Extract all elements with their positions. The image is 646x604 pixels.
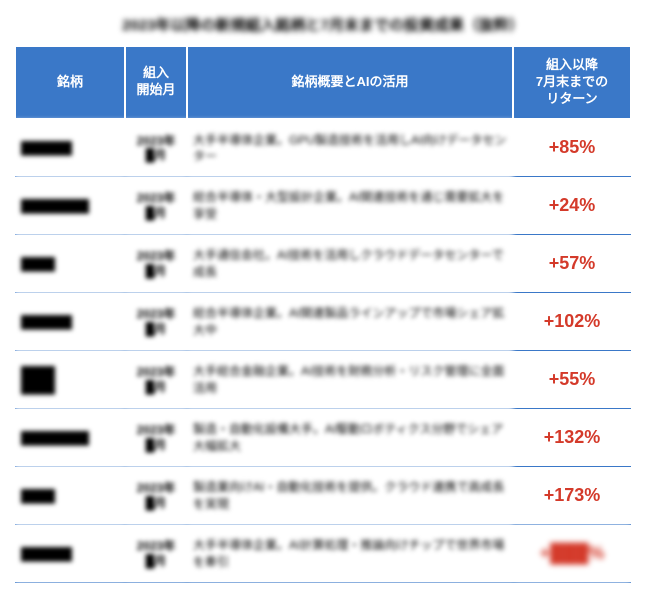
cell-desc: 大手半導体企業。GPU製造技術を活用しAI向けデータセンター [187,119,513,177]
cell-name: ████████ [15,351,125,409]
cell-desc: 製造業向けAI・自動化技術を提供。クラウド連携で高成長を実現 [187,467,513,525]
cell-name: ██████ [15,293,125,351]
table-row: ████████2023年█月大手総合金融企業。AI技術を財務分析・リスク管理に… [15,351,631,409]
cell-month: 2023年█月 [125,235,187,293]
cell-return: +102% [513,293,631,351]
header-return: 組入以降7月末までのリターン [513,46,631,119]
cell-name: ████ [15,235,125,293]
cell-month: 2023年█月 [125,467,187,525]
cell-return: +173% [513,467,631,525]
cell-month: 2023年█月 [125,525,187,583]
table-row: ████2023年█月大手通信会社。AI技術を活用しクラウドデータセンターで成長… [15,235,631,293]
holdings-table: 銘柄 組入開始月 銘柄概要とAIの活用 組入以降7月末までのリターン █████… [14,45,632,583]
cell-return: +132% [513,409,631,467]
cell-name: ██████ [15,119,125,177]
table-row: ██████2023年█月総合半導体企業。AI関連製品ラインアップで市場シェア拡… [15,293,631,351]
cell-desc: 総合半導体企業。AI関連製品ラインアップで市場シェア拡大中 [187,293,513,351]
cell-return: +57% [513,235,631,293]
cell-desc: 大手通信会社。AI技術を活用しクラウドデータセンターで成長 [187,235,513,293]
header-month: 組入開始月 [125,46,187,119]
cell-return: +55% [513,351,631,409]
cell-desc: 大手総合金融企業。AI技術を財務分析・リスク管理に全面活用 [187,351,513,409]
table-row: ██████2023年█月大手半導体企業。AI計算処理・推論向けチップで世界市場… [15,525,631,583]
cell-name: ████ [15,467,125,525]
cell-desc: 製造・自動化設備大手。AI駆動ロボティクス分野でシェア大幅拡大 [187,409,513,467]
cell-desc: 大手半導体企業。AI計算処理・推論向けチップで世界市場を牽引 [187,525,513,583]
table-row: ██████2023年█月大手半導体企業。GPU製造技術を活用しAI向けデータセ… [15,119,631,177]
cell-name: ██████ [15,525,125,583]
table-title: 2023年以降の新規組入銘柄と7月末までの投資成果（抜粋） [14,8,632,45]
cell-return: +24% [513,177,631,235]
cell-return: +85% [513,119,631,177]
cell-name: ████████ [15,409,125,467]
table-row: ████2023年█月製造業向けAI・自動化技術を提供。クラウド連携で高成長を実… [15,467,631,525]
cell-month: 2023年█月 [125,293,187,351]
cell-desc: 総合半導体・大型設計企業。AI関連技術を通じ需要拡大を享受 [187,177,513,235]
table-row: ████████2023年█月総合半導体・大型設計企業。AI関連技術を通じ需要拡… [15,177,631,235]
cell-month: 2023年█月 [125,177,187,235]
cell-month: 2023年█月 [125,119,187,177]
table-row: ████████2023年█月製造・自動化設備大手。AI駆動ロボティクス分野でシ… [15,409,631,467]
cell-name: ████████ [15,177,125,235]
header-name: 銘柄 [15,46,125,119]
cell-month: 2023年█月 [125,351,187,409]
cell-month: 2023年█月 [125,409,187,467]
cell-return: +███% [513,525,631,583]
header-desc: 銘柄概要とAIの活用 [187,46,513,119]
header-row: 銘柄 組入開始月 銘柄概要とAIの活用 組入以降7月末までのリターン [15,46,631,119]
